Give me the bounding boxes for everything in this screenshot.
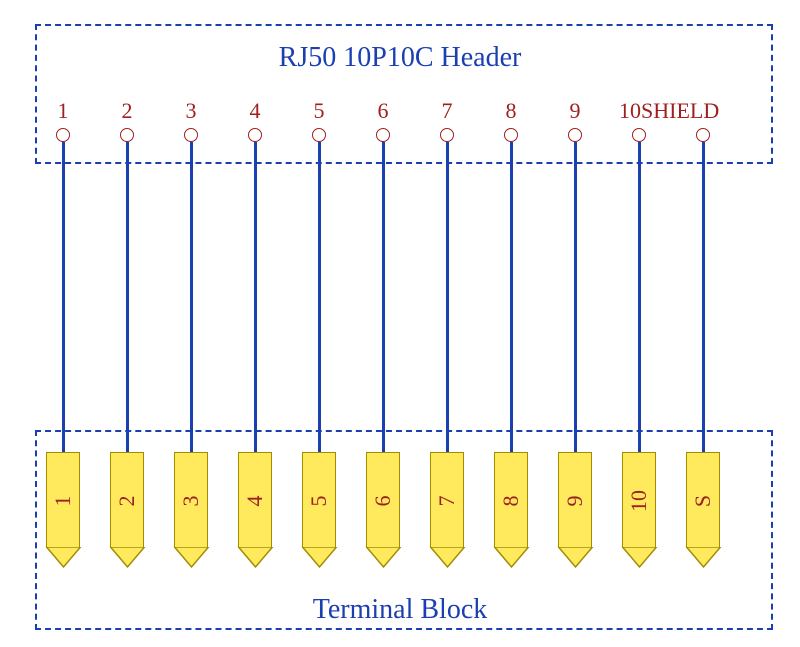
wire-5 <box>318 142 321 452</box>
pin-label-1: 1 <box>48 98 78 124</box>
wire-6 <box>382 142 385 452</box>
wire-8 <box>510 142 513 452</box>
wire-2 <box>126 142 129 452</box>
pin-label-6: 6 <box>368 98 398 124</box>
pin-label-4: 4 <box>240 98 270 124</box>
pin-circle-2 <box>120 128 134 142</box>
wire-1 <box>62 142 65 452</box>
pin-circle-8 <box>504 128 518 142</box>
pin-label-10: 10SHIELD <box>619 98 749 124</box>
pin-label-8: 8 <box>496 98 526 124</box>
header-title: RJ50 10P10C Header <box>0 42 800 74</box>
pin-circle-3 <box>184 128 198 142</box>
pin-circle-11 <box>696 128 710 142</box>
pin-circle-1 <box>56 128 70 142</box>
pin-circle-9 <box>568 128 582 142</box>
pin-label-7: 7 <box>432 98 462 124</box>
wire-4 <box>254 142 257 452</box>
pin-circle-5 <box>312 128 326 142</box>
pin-label-5: 5 <box>304 98 334 124</box>
wire-3 <box>190 142 193 452</box>
wiring-diagram: RJ50 10P10C Header 11223344556677889910S… <box>0 0 800 647</box>
wire-11 <box>702 142 705 452</box>
terminal-title: Terminal Block <box>0 594 800 626</box>
pin-label-2: 2 <box>112 98 142 124</box>
pin-label-9: 9 <box>560 98 590 124</box>
wire-10 <box>638 142 641 452</box>
pin-circle-10 <box>632 128 646 142</box>
pin-circle-4 <box>248 128 262 142</box>
pin-label-3: 3 <box>176 98 206 124</box>
wire-9 <box>574 142 577 452</box>
pin-circle-7 <box>440 128 454 142</box>
wire-7 <box>446 142 449 452</box>
pin-circle-6 <box>376 128 390 142</box>
